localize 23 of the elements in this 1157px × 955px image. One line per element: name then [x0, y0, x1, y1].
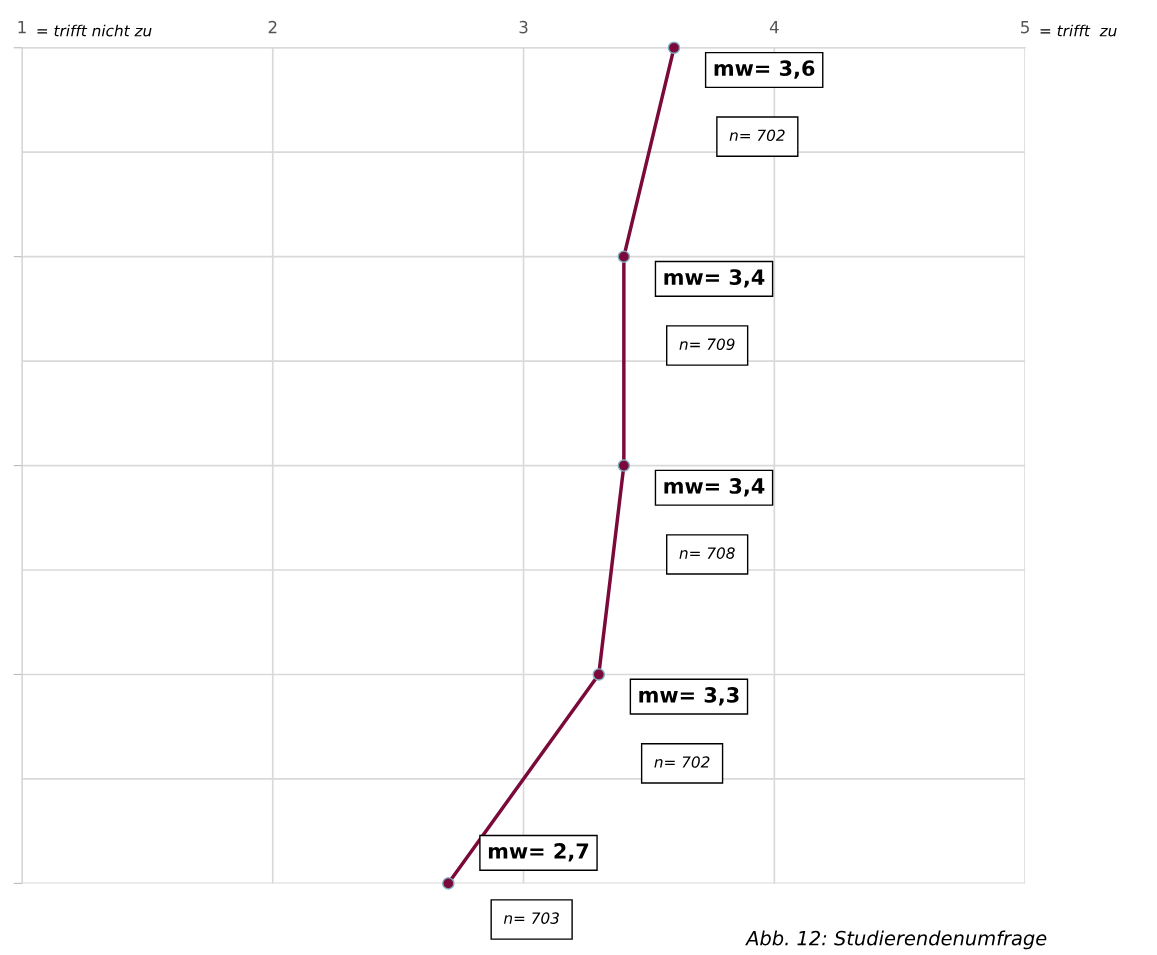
data-label: mw= 3,4 — [664, 269, 765, 288]
x-tick-label: 2 — [268, 20, 277, 34]
x-tick-label: 5 — [1021, 21, 1029, 34]
text: = trifft nicht zu — [37, 24, 152, 37]
point — [617, 459, 631, 472]
data-label: mw= 2,7 — [488, 843, 589, 862]
x-tick-label: 3 — [519, 20, 528, 34]
annotation: n= 709 — [679, 338, 735, 350]
x-tick-label: 1 — [18, 21, 26, 34]
annotation: n= 708 — [679, 547, 735, 559]
data-label: mw= 3,3 — [639, 686, 739, 706]
caption: Abb. 12: Studierendenumfrage — [745, 930, 1047, 950]
x-tick-label: 4 — [769, 21, 779, 34]
data-label: mw= 3,4 — [664, 478, 765, 497]
text: n= 703 — [503, 912, 559, 924]
point — [442, 877, 455, 890]
point — [592, 668, 606, 681]
annotation: n= 702 — [729, 129, 785, 142]
point — [617, 250, 631, 263]
text: = trifft zu — [1040, 24, 1117, 37]
point — [667, 41, 681, 55]
data-label: mw= 3,6 — [714, 60, 815, 79]
annotation: n= 702 — [654, 756, 710, 768]
